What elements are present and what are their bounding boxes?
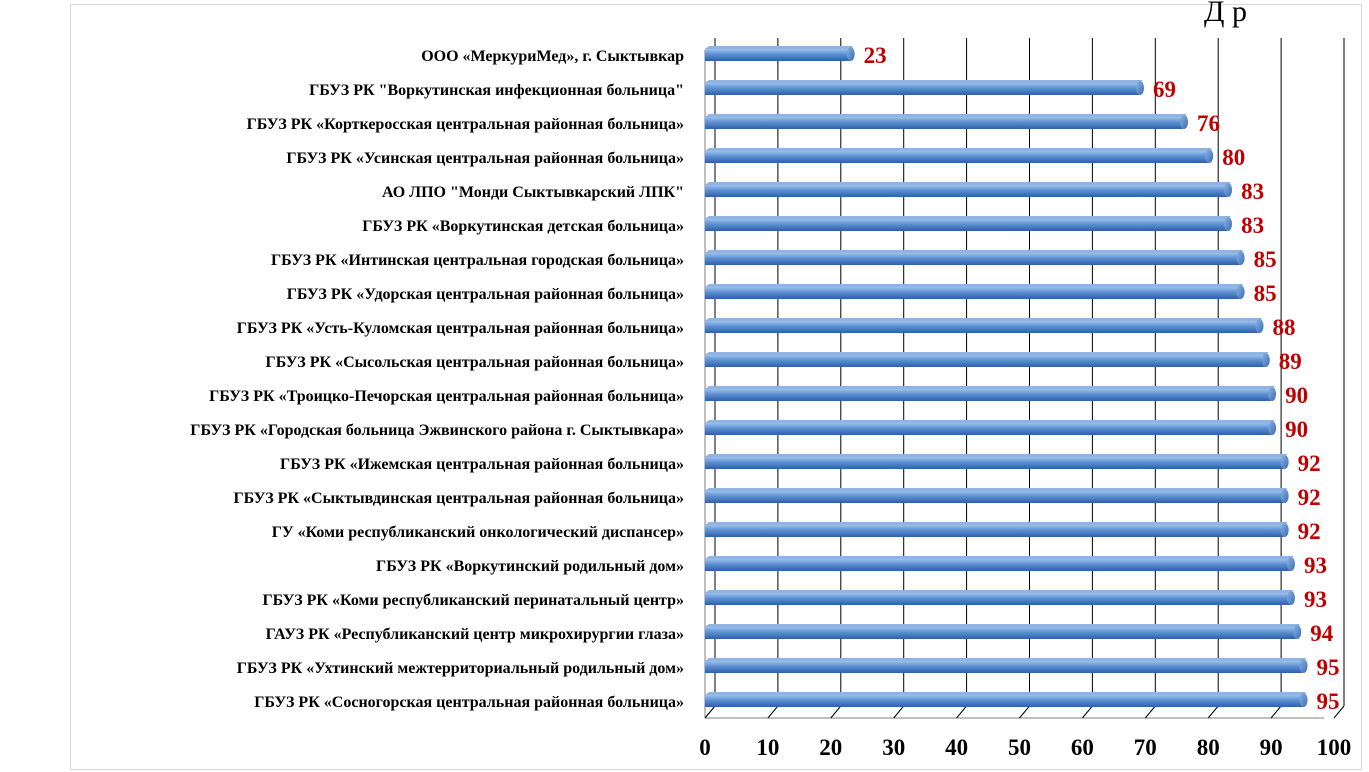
data-label: 95	[1317, 655, 1340, 680]
category-label: ГБУЗ РК «Сосногорская центральная районн…	[254, 694, 684, 711]
x-tick-labels: 0 10 20 30 40 50 60 70 80 90 100	[699, 735, 1351, 760]
x-tick-label: 90	[1260, 735, 1283, 760]
data-label: 90	[1285, 417, 1308, 442]
x-tick-label: 30	[882, 735, 905, 760]
data-label: 69	[1153, 77, 1176, 102]
grid-line	[1019, 38, 1030, 719]
grid-line	[1207, 38, 1219, 719]
data-label: 93	[1304, 553, 1327, 578]
data-label: 89	[1279, 349, 1302, 374]
bar	[705, 114, 1189, 129]
grid-line	[1082, 38, 1093, 719]
grid-line	[1144, 38, 1156, 719]
bars	[705, 46, 1308, 707]
bar	[705, 522, 1289, 537]
bar	[705, 250, 1245, 265]
x-tick-label: 20	[819, 735, 842, 760]
data-label: 92	[1298, 451, 1321, 476]
category-label: ГБУЗ РК «Усть-Куломская центральная райо…	[237, 320, 684, 337]
category-label: ГБУЗ РК «Воркутинский родильный дом»	[376, 558, 684, 575]
data-label: 80	[1222, 145, 1245, 170]
x-tick-label: 0	[699, 735, 711, 760]
category-label: ООО «МеркуриМед», г. Сыктывкар	[421, 48, 684, 65]
bar	[705, 148, 1214, 163]
grid-line	[767, 38, 779, 719]
category-label: АО ЛПО "Монди Сыктывкарский ЛПК"	[382, 184, 684, 201]
bar	[705, 216, 1233, 231]
bar	[705, 284, 1245, 299]
data-label: 92	[1298, 485, 1321, 510]
category-label: ГБУЗ РК «Сыктывдинская центральная район…	[234, 490, 685, 507]
grid-lines	[704, 38, 1345, 719]
bar	[705, 420, 1277, 435]
category-label: ГБУЗ РК «Городская больница Эжвинского р…	[190, 422, 684, 439]
bar	[705, 182, 1233, 197]
bar	[705, 386, 1277, 401]
data-label: 76	[1197, 111, 1220, 136]
category-label: ГБУЗ РК «Усинская центральная районная б…	[286, 150, 684, 167]
data-label: 83	[1241, 213, 1264, 238]
grid-line	[893, 38, 905, 719]
grid-line	[830, 38, 842, 719]
grid-line	[1270, 38, 1282, 719]
data-label: 93	[1304, 587, 1327, 612]
category-label: ГАУЗ РК «Республиканский центр микрохиру…	[266, 626, 684, 643]
bar	[705, 590, 1295, 605]
category-label: ГБУЗ РК «Интинская центральная городская…	[271, 252, 684, 269]
bar	[705, 488, 1289, 503]
bar	[705, 658, 1308, 673]
category-label: ГБУЗ РК «Ухтинский межтерриториальный ро…	[237, 660, 684, 677]
x-tick-label: 100	[1317, 735, 1352, 760]
category-label: ГБУЗ РК «Корткеросская центральная район…	[247, 116, 684, 133]
category-labels: ООО «МеркуриМед», г. Сыктывкар ГБУЗ РК "В…	[190, 48, 684, 711]
bar	[705, 318, 1264, 333]
bar	[705, 352, 1270, 367]
category-label: ГБУЗ РК «Сысольская центральная районная…	[266, 354, 684, 371]
category-label: ГБУЗ РК «Коми республиканский перинаталь…	[262, 592, 684, 609]
category-label: ГБУЗ РК «Ижемская центральная районная б…	[280, 456, 684, 473]
bar	[705, 624, 1302, 639]
grid-line	[1333, 38, 1345, 719]
data-label: 85	[1254, 281, 1277, 306]
bar	[705, 556, 1295, 571]
x-tick-label: 10	[756, 735, 779, 760]
x-tick-label: 60	[1071, 735, 1094, 760]
category-label: ГУ «Коми республиканский онкологический …	[272, 524, 684, 541]
data-label: 23	[864, 43, 887, 68]
grid-line	[704, 38, 716, 719]
category-label: ГБУЗ РК "Воркутинская инфекционная больн…	[309, 82, 684, 99]
category-label: ГБУЗ РК «Удорская центральная районная б…	[287, 286, 684, 303]
x-tick-label: 80	[1197, 735, 1220, 760]
grid-line	[956, 38, 968, 719]
bar	[705, 692, 1308, 707]
bar	[705, 46, 855, 61]
bar	[705, 454, 1289, 469]
data-label: 92	[1298, 519, 1321, 544]
x-tick-label: 70	[1134, 735, 1157, 760]
data-label: 85	[1254, 247, 1277, 272]
corner-text: Д р	[1204, 0, 1247, 28]
category-label: ГБУЗ РК «Воркутинская детская больница»	[362, 218, 684, 235]
x-tick-label: 50	[1008, 735, 1031, 760]
data-label: 95	[1317, 689, 1340, 714]
data-label: 83	[1241, 179, 1264, 204]
data-label: 88	[1273, 315, 1296, 340]
bar	[705, 80, 1145, 95]
x-tick-label: 40	[945, 735, 968, 760]
data-label: 90	[1285, 383, 1308, 408]
category-label: ГБУЗ РК «Троицко-Печорская центральная р…	[209, 388, 684, 405]
data-label: 94	[1310, 621, 1334, 646]
